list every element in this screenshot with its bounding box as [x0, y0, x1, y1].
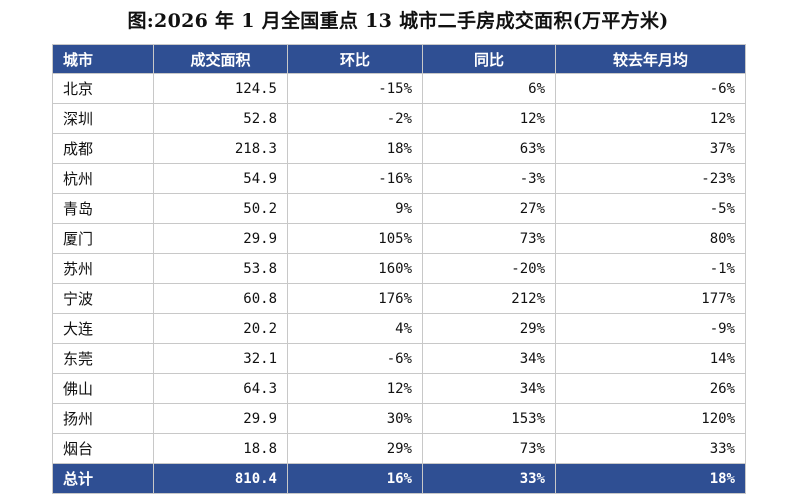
cell-vs-avg: 33% — [555, 433, 746, 464]
cell-area: 218.3 — [153, 133, 288, 164]
cell-mom: 30% — [287, 403, 423, 434]
total-vs-avg: 18% — [555, 463, 746, 494]
cell-city: 大连 — [52, 313, 154, 344]
cell-mom: -2% — [287, 103, 423, 134]
cell-vs-avg: -5% — [555, 193, 746, 224]
cell-vs-avg: 177% — [555, 283, 746, 314]
cell-city: 北京 — [52, 73, 154, 104]
cell-city: 深圳 — [52, 103, 154, 134]
cell-area: 54.9 — [153, 163, 288, 194]
cell-mom: 160% — [287, 253, 423, 284]
table-row: 大连 20.2 4% 29% -9% — [52, 313, 746, 344]
cell-vs-avg: 14% — [555, 343, 746, 374]
data-table: 城市 成交面积 环比 同比 较去年月均 北京 124.5 -15% 6% -6% 深圳 52… — [52, 44, 746, 494]
cell-area: 18.8 — [153, 433, 288, 464]
table-row: 扬州 29.9 30% 153% 120% — [52, 403, 746, 434]
cell-city: 烟台 — [52, 433, 154, 464]
cell-city: 东莞 — [52, 343, 154, 374]
cell-yoy: 73% — [422, 433, 556, 464]
cell-mom: 4% — [287, 313, 423, 344]
table-row: 苏州 53.8 160% -20% -1% — [52, 253, 746, 284]
table-row: 佛山 64.3 12% 34% 26% — [52, 373, 746, 404]
table-footer: 总计 810.4 16% 33% 18% — [52, 463, 746, 494]
cell-area: 64.3 — [153, 373, 288, 404]
table-row: 青岛 50.2 9% 27% -5% — [52, 193, 746, 224]
cell-city: 苏州 — [52, 253, 154, 284]
column-header-city: 城市 — [52, 44, 154, 74]
cell-area: 52.8 — [153, 103, 288, 134]
cell-mom: 9% — [287, 193, 423, 224]
table-row: 宁波 60.8 176% 212% 177% — [52, 283, 746, 314]
cell-vs-avg: -9% — [555, 313, 746, 344]
cell-yoy: 73% — [422, 223, 556, 254]
table-body: 北京 124.5 -15% 6% -6% 深圳 52.8 -2% 12% 12% 成都 218.3 18… — [52, 73, 746, 464]
cell-city: 宁波 — [52, 283, 154, 314]
cell-vs-avg: 80% — [555, 223, 746, 254]
cell-area: 20.2 — [153, 313, 288, 344]
table-header: 城市 成交面积 环比 同比 较去年月均 — [52, 44, 746, 74]
cell-area: 60.8 — [153, 283, 288, 314]
column-header-area: 成交面积 — [153, 44, 288, 74]
cell-yoy: 12% — [422, 103, 556, 134]
cell-area: 29.9 — [153, 223, 288, 254]
table-row: 东莞 32.1 -6% 34% 14% — [52, 343, 746, 374]
total-row: 总计 810.4 16% 33% 18% — [52, 463, 746, 494]
cell-city: 厦门 — [52, 223, 154, 254]
cell-vs-avg: 37% — [555, 133, 746, 164]
table-row: 烟台 18.8 29% 73% 33% — [52, 433, 746, 464]
cell-vs-avg: -6% — [555, 73, 746, 104]
cell-mom: 12% — [287, 373, 423, 404]
header-row: 城市 成交面积 环比 同比 较去年月均 — [52, 44, 746, 74]
cell-yoy: 153% — [422, 403, 556, 434]
table-row: 深圳 52.8 -2% 12% 12% — [52, 103, 746, 134]
cell-mom: -6% — [287, 343, 423, 374]
cell-city: 佛山 — [52, 373, 154, 404]
cell-area: 50.2 — [153, 193, 288, 224]
cell-mom: 105% — [287, 223, 423, 254]
cell-area: 32.1 — [153, 343, 288, 374]
cell-vs-avg: 12% — [555, 103, 746, 134]
cell-vs-avg: -1% — [555, 253, 746, 284]
cell-yoy: 6% — [422, 73, 556, 104]
table-row: 成都 218.3 18% 63% 37% — [52, 133, 746, 164]
table-title: 图:2026 年 1 月全国重点 13 城市二手房成交面积(万平方米) — [127, 10, 669, 32]
cell-yoy: 27% — [422, 193, 556, 224]
cell-city: 成都 — [52, 133, 154, 164]
cell-area: 29.9 — [153, 403, 288, 434]
cell-mom: 176% — [287, 283, 423, 314]
table-row: 厦门 29.9 105% 73% 80% — [52, 223, 746, 254]
table-row: 杭州 54.9 -16% -3% -23% — [52, 163, 746, 194]
cell-city: 杭州 — [52, 163, 154, 194]
cell-mom: 29% — [287, 433, 423, 464]
cell-yoy: 34% — [422, 343, 556, 374]
total-area: 810.4 — [153, 463, 288, 494]
cell-yoy: 34% — [422, 373, 556, 404]
column-header-mom: 环比 — [287, 44, 423, 74]
cell-city: 扬州 — [52, 403, 154, 434]
cell-mom: -15% — [287, 73, 423, 104]
cell-area: 53.8 — [153, 253, 288, 284]
cell-vs-avg: 120% — [555, 403, 746, 434]
cell-mom: -16% — [287, 163, 423, 194]
cell-yoy: 212% — [422, 283, 556, 314]
total-mom: 16% — [287, 463, 423, 494]
column-header-yoy: 同比 — [422, 44, 556, 74]
cell-city: 青岛 — [52, 193, 154, 224]
cell-vs-avg: 26% — [555, 373, 746, 404]
cell-mom: 18% — [287, 133, 423, 164]
cell-yoy: -20% — [422, 253, 556, 284]
cell-yoy: -3% — [422, 163, 556, 194]
total-yoy: 33% — [422, 463, 556, 494]
total-label: 总计 — [52, 463, 154, 494]
cell-yoy: 63% — [422, 133, 556, 164]
cell-vs-avg: -23% — [555, 163, 746, 194]
column-header-vs-avg: 较去年月均 — [555, 44, 746, 74]
cell-area: 124.5 — [153, 73, 288, 104]
table-row: 北京 124.5 -15% 6% -6% — [52, 73, 746, 104]
cell-yoy: 29% — [422, 313, 556, 344]
